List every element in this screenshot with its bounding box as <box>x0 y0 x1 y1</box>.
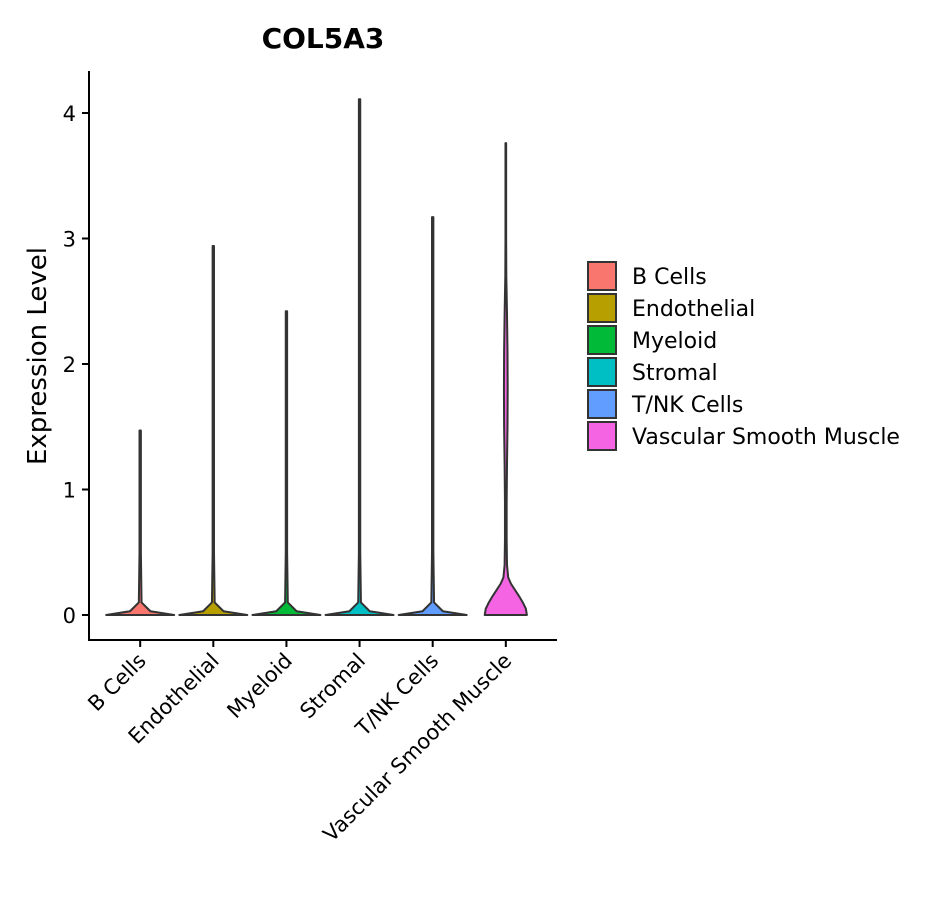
violin-endothelial <box>178 245 249 616</box>
legend: B Cells Endothelial Myeloid Stromal T/NK Cel… <box>587 261 900 451</box>
chart-title: COL5A3 <box>262 22 385 55</box>
legend-label: Stromal <box>632 361 718 386</box>
violin-stromal <box>324 98 395 616</box>
legend-label: Myeloid <box>632 329 717 354</box>
legend-swatch <box>587 325 617 355</box>
y-tick-label: 0 <box>63 604 76 628</box>
legend-label: B Cells <box>632 265 707 290</box>
legend-swatch <box>587 357 617 387</box>
violin-t-nk-cells <box>397 216 468 616</box>
legend-swatch <box>587 421 617 451</box>
legend-label: Endothelial <box>632 297 755 322</box>
violin-vascular-smooth-muscle <box>483 142 528 616</box>
x-tick-label: Stromal <box>295 649 370 724</box>
legend-label: T/NK Cells <box>631 393 743 418</box>
legend-label: Vascular Smooth Muscle <box>632 425 900 450</box>
violins-group <box>105 98 528 616</box>
legend-swatch <box>587 389 617 419</box>
y-axis-label: Expression Level <box>23 247 53 465</box>
x-tick-label: B Cells <box>83 649 150 716</box>
legend-swatch <box>587 261 617 291</box>
y-axis-ticks: 0 1 2 3 4 <box>63 102 89 628</box>
y-tick-label: 1 <box>63 479 76 503</box>
x-tick-label: Myeloid <box>222 649 296 723</box>
y-tick-label: 2 <box>63 353 76 377</box>
y-tick-label: 4 <box>63 102 76 126</box>
y-tick-label: 3 <box>63 228 76 252</box>
violin-myeloid <box>251 310 322 616</box>
violin-b-cells <box>105 429 176 616</box>
legend-swatch <box>587 293 617 323</box>
